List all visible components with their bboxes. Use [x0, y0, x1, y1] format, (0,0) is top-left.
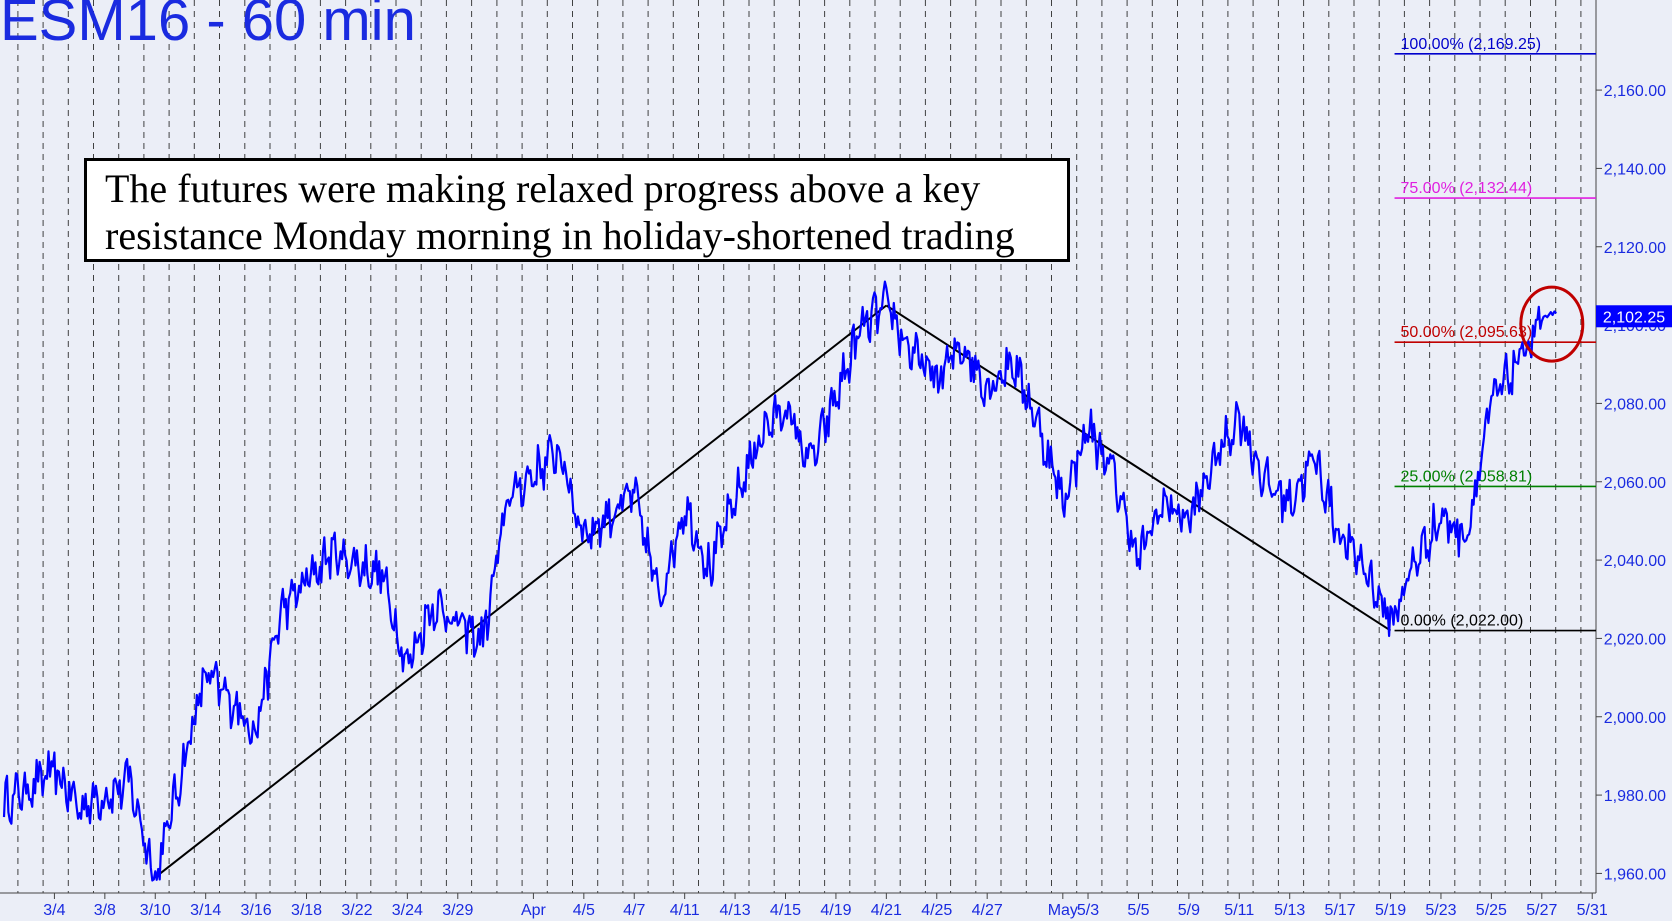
y-tick-label: 1,980.00: [1604, 788, 1666, 805]
y-axis: 1,960.00 1,980.00 2,000.00 2,020.00 2,040.00…: [1596, 83, 1666, 883]
x-tick-label: 4/21: [871, 902, 902, 919]
fib-level-label: 0.00% (2,022.00): [1401, 613, 1524, 630]
x-tick-label: 5/13: [1274, 902, 1305, 919]
x-tick-label: 4/13: [720, 902, 751, 919]
y-tick-label: 2,080.00: [1604, 396, 1666, 413]
x-tick-label: 4/5: [573, 902, 595, 919]
x-tick-label: 3/4: [43, 902, 65, 919]
x-tick-label: 5/27: [1526, 902, 1557, 919]
last-price-label: 2,102.25: [1603, 309, 1665, 326]
price-series-line: [2, 280, 1557, 882]
x-tick-label: 3/24: [392, 902, 423, 919]
chart-title: ESM16 - 60 min: [0, 0, 416, 53]
annotation-line-1: The futures were making relaxed progress…: [105, 166, 981, 211]
gridlines: [17, 0, 1582, 893]
x-tick-label: 3/22: [341, 902, 372, 919]
x-tick-label: 5/17: [1325, 902, 1356, 919]
y-tick-label: 2,120.00: [1604, 240, 1666, 257]
x-tick-label: 4/19: [820, 902, 851, 919]
y-tick-label: 2,040.00: [1604, 553, 1666, 570]
x-tick-label: 3/10: [140, 902, 171, 919]
x-tick-label: 3/29: [442, 902, 473, 919]
x-tick-label: 5/9: [1178, 902, 1200, 919]
x-tick-label: 4/27: [972, 902, 1003, 919]
x-tick-label: Apr: [521, 902, 547, 919]
last-price-box: [1596, 305, 1672, 328]
x-tick-label: 5/5: [1127, 902, 1149, 919]
x-tick-label: 5/19: [1375, 902, 1406, 919]
y-tick-label: 2,060.00: [1604, 475, 1666, 492]
x-tick-label: 3/18: [291, 902, 322, 919]
x-tick-label: 5/23: [1425, 902, 1456, 919]
fib-level-label: 75.00% (2,132.44): [1401, 180, 1533, 197]
x-tick-label: 4/7: [623, 902, 645, 919]
y-tick-label: 2,020.00: [1604, 631, 1666, 648]
y-tick-label: 2,140.00: [1604, 161, 1666, 178]
x-tick-label: 5/11: [1224, 902, 1254, 919]
fib-level-label: 50.00% (2,095.63): [1401, 324, 1533, 341]
x-axis: 3/4 3/8 3/10 3/14 3/16 3/18 3/22 3/24 3/29 Apr 4/5…: [43, 893, 1608, 919]
highlight-circle: [1519, 285, 1585, 363]
x-tick-label: 3/16: [241, 902, 272, 919]
x-tick-label: 5/25: [1476, 902, 1507, 919]
x-tick-label: 5/3: [1077, 902, 1099, 919]
last-price-tag: 2,102.25: [1596, 305, 1672, 328]
annotation-box: The futures were making relaxed progress…: [84, 158, 1070, 262]
fib-level-label: 100.00% (2,169.25): [1401, 36, 1542, 53]
x-tick-label: May: [1048, 902, 1078, 919]
x-tick-label: 4/15: [770, 902, 801, 919]
x-tick-label: 3/14: [190, 902, 221, 919]
x-tick-label: 5/31: [1577, 902, 1608, 919]
annotation-line-2: resistance Monday morning in holiday-sho…: [105, 213, 1015, 258]
y-tick-label: 2,160.00: [1604, 83, 1666, 100]
y-tick-label: 1,960.00: [1604, 866, 1666, 883]
x-tick-label: 4/25: [921, 902, 952, 919]
fib-level-label: 25.00% (2,058.81): [1401, 468, 1533, 485]
y-tick-label: 2,000.00: [1604, 710, 1666, 727]
fibonacci-levels: 100.00% (2,169.25) 75.00% (2,132.44) 50.00…: [1394, 36, 1596, 632]
x-tick-label: 3/8: [94, 902, 116, 919]
x-tick-label: 4/11: [670, 902, 700, 919]
trendline: [154, 304, 887, 879]
